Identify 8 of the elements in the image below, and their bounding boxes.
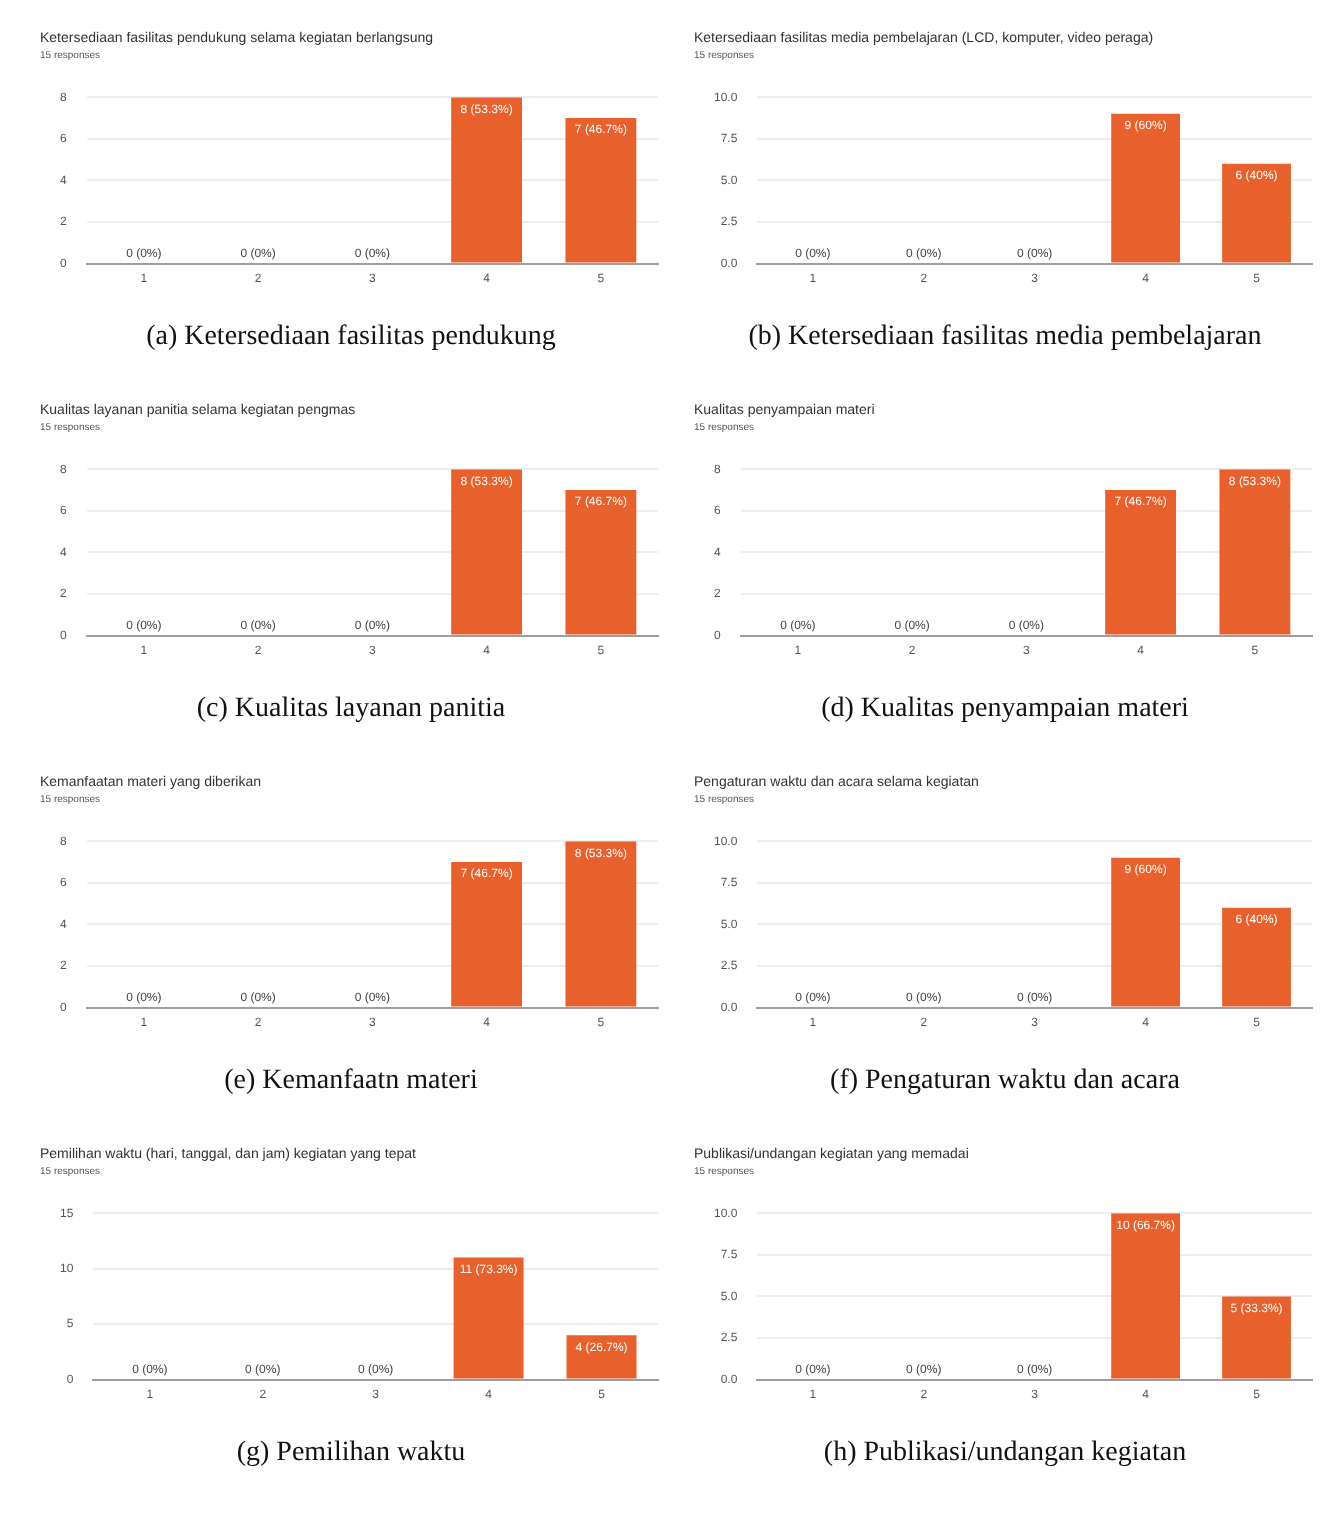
text: (a) Ketersediaan fasilitas pendukung <box>144 322 558 354</box>
text: (h) Publikasi/undangan kegiatan <box>821 1438 1189 1470</box>
text: (e) Kemanfaatn materi <box>222 1066 480 1098</box>
text: (d) Kualitas penyampaian materi <box>819 694 1191 726</box>
text: (c) Kualitas layanan panitia <box>194 694 508 726</box>
text: (f) Pengaturan waktu dan acara <box>828 1066 1182 1098</box>
text: (b) Ketersediaan fasilitas media pembelajaran <box>746 322 1264 354</box>
text: (g) Pemilihan waktu <box>234 1438 468 1470</box>
